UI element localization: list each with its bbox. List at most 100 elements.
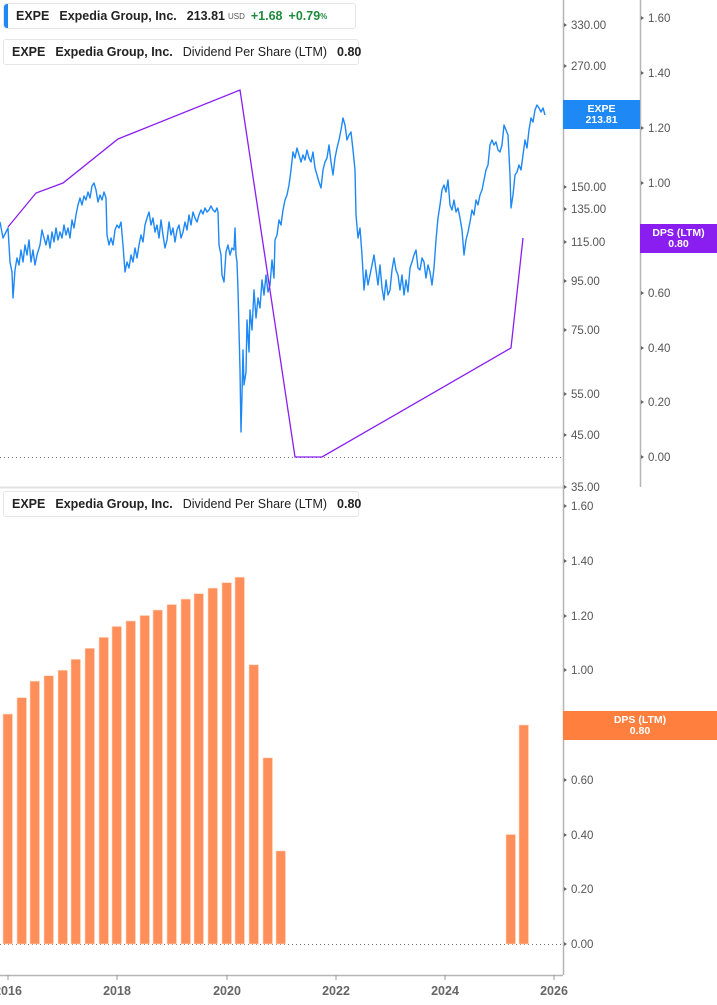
- legend-value: 0.80: [337, 45, 362, 59]
- tick-mark: [641, 346, 644, 350]
- dps-bar-axis-label: 0.60: [571, 775, 593, 787]
- x-axis-label: 2026: [540, 984, 568, 998]
- price-axis-label: 35.00: [571, 482, 600, 494]
- x-axis-label: 2020: [213, 984, 241, 998]
- legend-change-pct: +0.79: [288, 9, 321, 23]
- legend-company: Expedia Group, Inc.: [55, 497, 173, 511]
- dps-tag-value: 0.80: [668, 237, 689, 250]
- price-axis-label: 150.00: [571, 182, 606, 194]
- dps-tag-top: DPS (LTM) 0.80: [640, 224, 717, 253]
- legend-pct-sign: %: [320, 11, 328, 21]
- dps-axis-label: 1.00: [648, 178, 670, 190]
- tick-mark: [564, 833, 567, 837]
- legend-value: 0.80: [337, 497, 362, 511]
- price-axis-label: 330.00: [571, 20, 606, 32]
- price-axis-label: 270.00: [571, 61, 606, 73]
- dps-bar[interactable]: [518, 724, 529, 945]
- legend-company: Expedia Group, Inc.: [59, 9, 177, 23]
- dps-bar-axis-label: 1.60: [571, 501, 593, 513]
- dps-axis-label: 0.60: [648, 288, 670, 300]
- tick-mark: [564, 240, 567, 244]
- dps-bar[interactable]: [234, 576, 245, 945]
- x-axis-label: 2024: [431, 984, 459, 998]
- legend-company: Expedia Group, Inc.: [55, 45, 173, 59]
- dps-bar[interactable]: [248, 664, 259, 945]
- legend-price: 213.81: [186, 9, 225, 23]
- tick-mark: [564, 64, 567, 68]
- price-axis-label: 95.00: [571, 276, 600, 288]
- legend-ticker: EXPE: [16, 9, 50, 23]
- legend-metric: Dividend Per Share (LTM): [182, 45, 328, 59]
- price-legend[interactable]: EXPE Expedia Group, Inc. 213.81 USD +1.6…: [3, 3, 356, 29]
- tick-mark: [564, 207, 567, 211]
- dps-bar[interactable]: [70, 658, 81, 945]
- dps-bar[interactable]: [207, 587, 218, 945]
- tick-mark: [564, 614, 567, 618]
- dps-bar[interactable]: [166, 604, 177, 945]
- dps-bar[interactable]: [16, 697, 27, 945]
- price-axis-label: 55.00: [571, 389, 600, 401]
- price-series-color: [4, 4, 8, 28]
- dps-legend-bottom[interactable]: EXPE Expedia Group, Inc. Dividend Per Sh…: [3, 491, 362, 517]
- price-line[interactable]: [0, 104, 546, 433]
- legend-change: +1.68: [250, 9, 283, 23]
- tick-mark: [564, 328, 567, 332]
- dps-bar[interactable]: [98, 637, 109, 945]
- legend-metric: Dividend Per Share (LTM): [182, 497, 328, 511]
- axes-group: 330.00 270.00 150.00 135.00 115.00 95.00 75.00…: [0, 13, 670, 998]
- tick-mark: [564, 504, 567, 508]
- dps-bar[interactable]: [505, 834, 516, 945]
- dps-tag-value: 0.80: [629, 724, 651, 737]
- dps-bar[interactable]: [275, 850, 286, 945]
- tick-mark: [564, 668, 567, 672]
- dps-axis-label: 0.00: [648, 452, 670, 464]
- price-axis-label: 115.00: [571, 237, 605, 249]
- tick-mark: [564, 23, 567, 27]
- x-axis-label: 2022: [322, 984, 350, 998]
- dps-bar[interactable]: [221, 582, 232, 945]
- tick-mark: [564, 433, 567, 437]
- dps-bar[interactable]: [2, 713, 13, 945]
- dps-bar[interactable]: [262, 757, 273, 945]
- dps-bar-axis-label: 0.40: [571, 830, 593, 842]
- dps-legend-top[interactable]: EXPE Expedia Group, Inc. Dividend Per Sh…: [3, 39, 362, 65]
- tick-mark: [564, 778, 567, 782]
- dps-bar[interactable]: [180, 598, 191, 945]
- dps-axis-label: 1.40: [648, 68, 670, 80]
- dps-axis-label: 1.60: [648, 13, 670, 25]
- tick-mark: [564, 559, 567, 563]
- tick-mark: [641, 16, 644, 20]
- dps-bar-axis-label: 1.40: [571, 556, 593, 568]
- dps-bar[interactable]: [193, 593, 204, 945]
- tick-mark: [564, 485, 567, 489]
- price-axis-label: 75.00: [571, 325, 600, 337]
- price-tag-ticker: EXPE: [587, 102, 616, 115]
- dps-bar[interactable]: [57, 669, 68, 945]
- tick-mark: [564, 887, 567, 891]
- price-axis-label: 45.00: [571, 430, 600, 442]
- dps-bar[interactable]: [125, 620, 136, 945]
- dps-tag-bottom: DPS (LTM) 0.80: [563, 711, 717, 740]
- x-axis-label: 2018: [103, 984, 131, 998]
- dps-bar[interactable]: [152, 609, 163, 945]
- legend-currency: USD: [227, 11, 245, 21]
- dps-axis-label: 0.40: [648, 343, 670, 355]
- dps-bar[interactable]: [29, 680, 40, 945]
- dps-axis-label: 1.20: [648, 123, 670, 135]
- dps-bars: [2, 576, 529, 945]
- tick-mark: [641, 71, 644, 75]
- dps-line[interactable]: [7, 89, 524, 458]
- tick-mark: [641, 400, 644, 404]
- tick-mark: [641, 126, 644, 130]
- dps-bar[interactable]: [84, 648, 95, 945]
- tick-mark: [641, 455, 644, 459]
- dps-bar-axis-label: 0.00: [571, 939, 593, 951]
- dps-bar-axis-label: 1.20: [571, 611, 593, 623]
- x-axis-label: 2016: [0, 984, 22, 998]
- dps-bar[interactable]: [139, 615, 150, 945]
- dps-bar[interactable]: [111, 626, 122, 945]
- dps-bar[interactable]: [43, 675, 54, 945]
- tick-mark: [564, 392, 567, 396]
- price-axis-label: 135.00: [571, 204, 606, 216]
